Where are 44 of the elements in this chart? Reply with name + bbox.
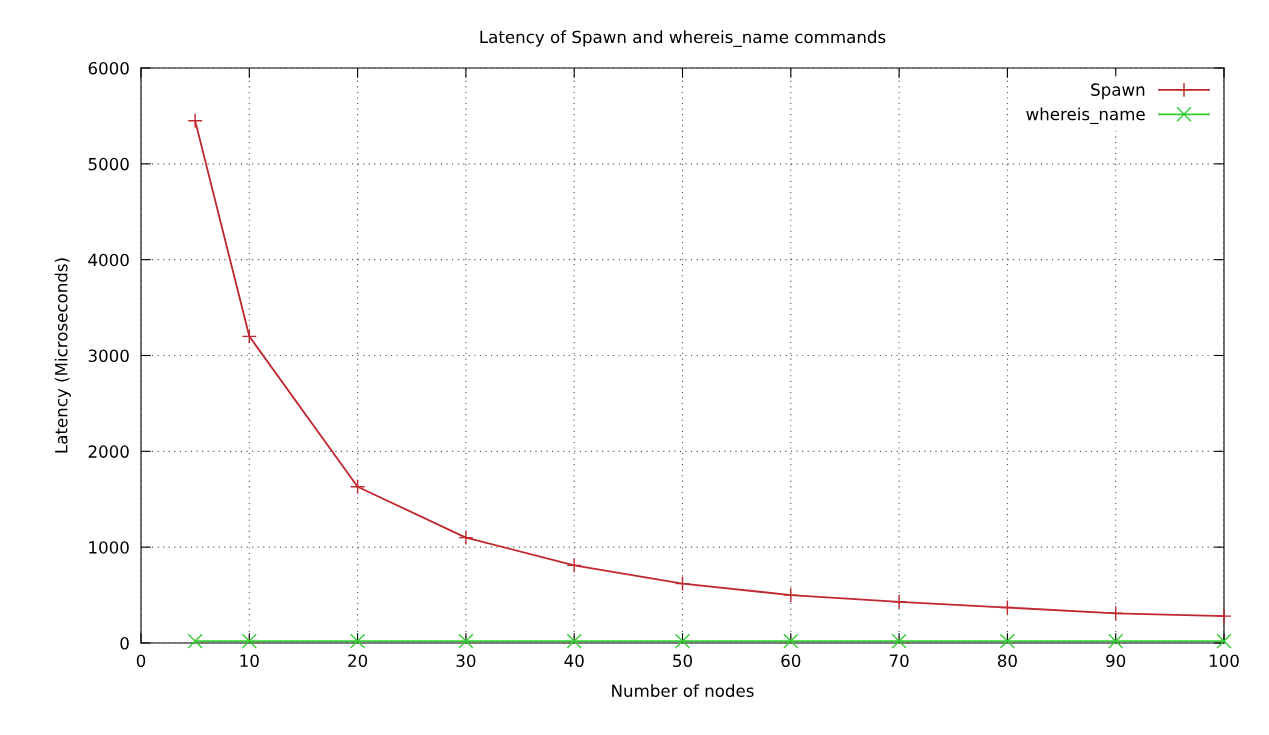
point [349, 479, 366, 495]
x-tick-label: 50 [673, 654, 692, 668]
y-tick-label: 5000 [88, 157, 129, 171]
y-tick-label: 1000 [89, 541, 129, 554]
point [674, 575, 691, 592]
x-tick-label: 80 [997, 654, 1017, 668]
x-tick-label: 30 [456, 654, 476, 668]
point [783, 633, 799, 649]
x-tick-label: 60 [781, 654, 801, 668]
point [891, 594, 907, 610]
point [458, 529, 474, 546]
y-axis-title: Latency (Microseconds) [54, 258, 71, 453]
y-tick-label: 6000 [88, 61, 129, 75]
x-tick-label: 40 [564, 654, 584, 668]
chart-title: Latency of Spawn and whereis_name commands [480, 30, 886, 47]
point [999, 599, 1016, 616]
x-tick-label: 20 [348, 654, 368, 668]
x-tick-label: 100 [1209, 654, 1239, 668]
point [674, 633, 691, 649]
legend-label: whereis_name [1026, 107, 1145, 125]
x-tick-label: 90 [1106, 654, 1126, 668]
point [187, 633, 203, 649]
point [566, 633, 582, 649]
x-axis-title: Number of nodes [612, 684, 754, 698]
point [566, 557, 582, 574]
point [349, 633, 366, 649]
y-tick-label: 2000 [88, 445, 129, 458]
x-tick-label: 10 [240, 654, 259, 668]
point [891, 633, 907, 649]
x-tick-label: 0 [136, 654, 146, 668]
y-tick-label: 3000 [88, 349, 129, 363]
point [1108, 633, 1124, 649]
x-tick-label: 70 [889, 654, 909, 668]
point [999, 633, 1016, 649]
point [1108, 605, 1124, 621]
y-tick-label: 0 [120, 636, 129, 650]
point [458, 633, 474, 649]
point [783, 587, 799, 603]
point [187, 113, 203, 129]
y-tick-label: 4000 [88, 253, 129, 267]
point [241, 633, 257, 649]
point [1216, 608, 1232, 624]
point [241, 328, 257, 344]
legend-label: Spawn [1091, 83, 1145, 100]
